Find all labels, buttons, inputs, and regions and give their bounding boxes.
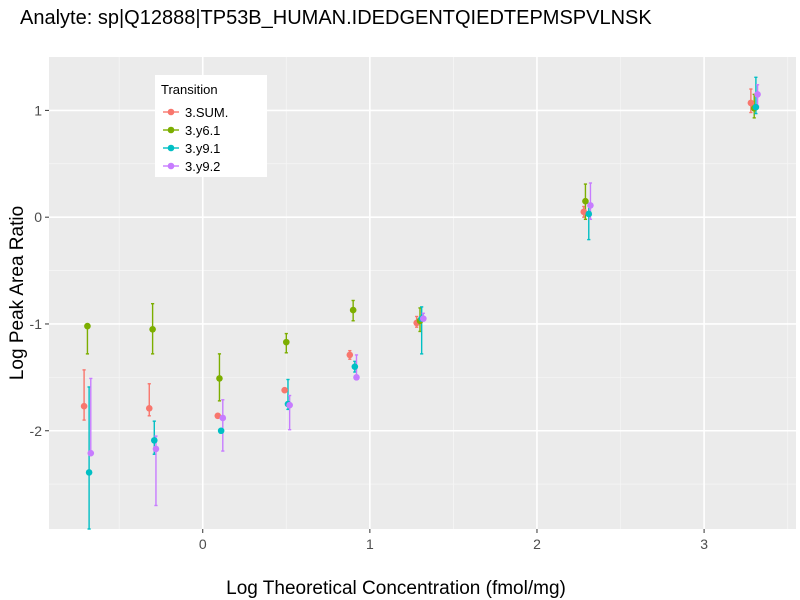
- data-point: [752, 103, 760, 111]
- data-point: [587, 202, 594, 209]
- legend-label: 3.y9.1: [185, 141, 220, 156]
- y-tick-label: 1: [34, 102, 42, 118]
- data-point: [582, 197, 589, 205]
- legend-label: 3.y6.1: [185, 123, 220, 138]
- data-point: [353, 374, 360, 381]
- data-point: [85, 469, 93, 476]
- legend-box: [155, 75, 267, 177]
- y-axis-title: Log Peak Area Ratio: [7, 206, 28, 380]
- y-tick-label: -1: [30, 316, 43, 332]
- data-point: [349, 306, 357, 314]
- y-tick-label: 0: [34, 209, 42, 225]
- data-point: [217, 427, 225, 435]
- data-point: [150, 437, 158, 444]
- data-point: [747, 99, 755, 107]
- legend: Transition 3.SUM. 3.y6.1 3.y9.1 3.y9.2: [155, 75, 267, 177]
- data-point: [87, 449, 95, 457]
- data-marks: [80, 76, 761, 530]
- legend-title: Transition: [161, 82, 218, 97]
- legend-key-point: [167, 126, 175, 134]
- axis-ticks: 0 1 2 3 1 0 -1 -2: [30, 102, 709, 552]
- legend-label: 3.y9.2: [185, 159, 220, 174]
- data-point: [214, 412, 222, 420]
- data-point: [281, 386, 288, 394]
- data-point: [149, 326, 156, 333]
- errorbar: [82, 369, 86, 421]
- x-axis-title: Log Theoretical Concentration (fmol/mg): [226, 578, 566, 599]
- data-point: [145, 405, 153, 412]
- x-tick-label: 3: [700, 536, 708, 552]
- errorbar: [288, 394, 292, 431]
- legend-key-point: [167, 144, 175, 152]
- data-point: [286, 401, 293, 409]
- x-tick-label: 2: [533, 536, 541, 552]
- errorbar: [221, 399, 225, 452]
- y-tick-label: -2: [30, 423, 43, 439]
- data-point: [216, 375, 223, 382]
- chart-title: Analyte: sp|Q12888|TP53B_HUMAN.IDEDGENTQ…: [20, 7, 652, 29]
- x-tick-label: 0: [199, 536, 207, 552]
- errorbar: [420, 306, 424, 355]
- legend-key-point: [167, 162, 175, 170]
- data-point: [754, 91, 761, 98]
- data-point: [80, 402, 88, 410]
- legend-label: 3.SUM.: [185, 105, 228, 120]
- data-point: [420, 315, 427, 322]
- data-point: [152, 445, 160, 453]
- data-point: [585, 210, 593, 218]
- data-point: [346, 351, 354, 359]
- legend-key-point: [167, 108, 175, 116]
- data-point: [84, 322, 91, 330]
- x-tick-label: 1: [366, 536, 374, 552]
- data-point: [219, 414, 227, 422]
- data-point: [351, 363, 359, 370]
- data-point: [283, 338, 290, 346]
- data-point: [580, 208, 588, 216]
